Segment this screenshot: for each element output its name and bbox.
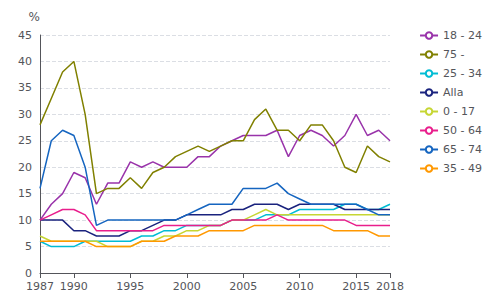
svg-text:75 -: 75 - [443, 48, 464, 61]
svg-text:2015: 2015 [342, 280, 370, 293]
svg-text:20: 20 [18, 161, 32, 174]
svg-text:10: 10 [18, 214, 32, 227]
svg-text:0: 0 [25, 267, 32, 280]
svg-text:45: 45 [18, 29, 32, 42]
svg-text:1987: 1987 [26, 280, 54, 293]
svg-text:1990: 1990 [60, 280, 88, 293]
svg-text:5: 5 [25, 240, 32, 253]
svg-text:35: 35 [18, 81, 32, 94]
svg-text:18 - 24: 18 - 24 [443, 29, 482, 42]
svg-text:Alla: Alla [443, 86, 463, 99]
svg-text:50 - 64: 50 - 64 [443, 124, 482, 137]
svg-text:15: 15 [18, 187, 32, 200]
svg-text:65 - 74: 65 - 74 [443, 143, 482, 156]
svg-text:2010: 2010 [286, 280, 314, 293]
svg-text:%: % [29, 10, 40, 24]
svg-text:0 - 17: 0 - 17 [443, 105, 475, 118]
svg-text:2018: 2018 [376, 280, 404, 293]
svg-text:30: 30 [18, 108, 32, 121]
svg-text:25: 25 [18, 134, 32, 147]
svg-text:40: 40 [18, 55, 32, 68]
svg-text:2000: 2000 [173, 280, 201, 293]
svg-text:2005: 2005 [229, 280, 257, 293]
svg-text:1995: 1995 [116, 280, 144, 293]
svg-text:35 - 49: 35 - 49 [443, 162, 482, 175]
svg-text:25 - 34: 25 - 34 [443, 67, 482, 80]
